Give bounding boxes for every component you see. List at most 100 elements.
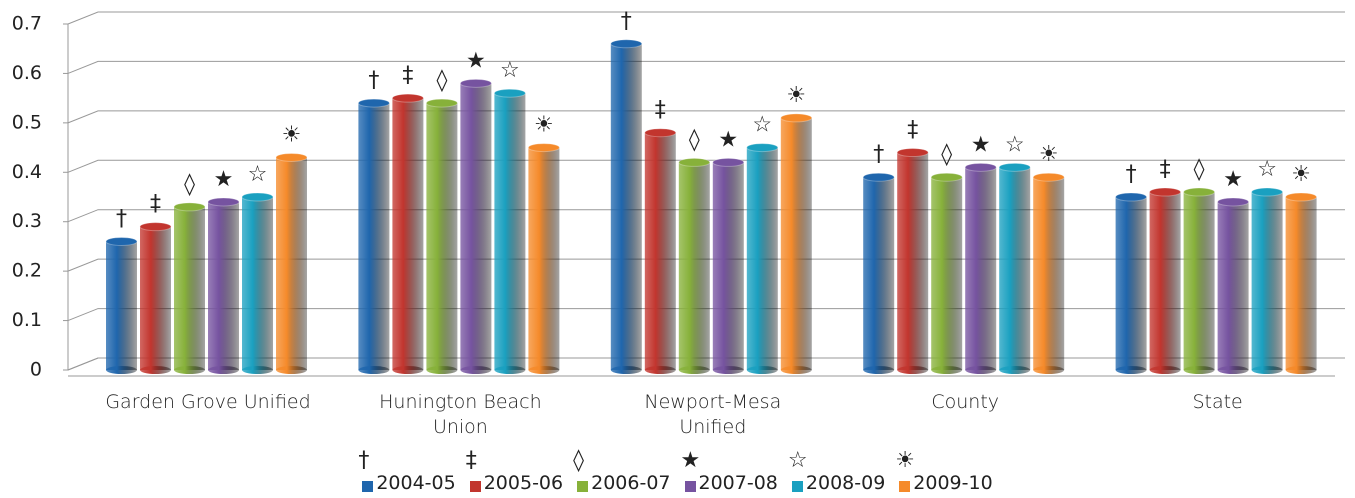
x-tick-label: County bbox=[931, 391, 1000, 413]
bar-symbol: ★ bbox=[466, 48, 486, 73]
bar bbox=[999, 167, 1031, 370]
cylinder bbox=[1217, 197, 1250, 374]
bar-bottom bbox=[1285, 366, 1317, 374]
bar-top bbox=[275, 152, 308, 162]
cylinder bbox=[780, 113, 813, 374]
bar-bottom bbox=[1217, 366, 1249, 374]
legend-label: 2004-05 bbox=[376, 472, 456, 494]
bar-symbol: ◊ bbox=[941, 142, 952, 167]
cylinder bbox=[644, 128, 677, 374]
bar-symbol: ☆ bbox=[1005, 132, 1025, 157]
grid-line bbox=[67, 11, 1345, 25]
bar bbox=[746, 147, 778, 370]
y-tick-label: 0.6 bbox=[12, 62, 42, 84]
bar bbox=[931, 177, 963, 370]
cylinder bbox=[139, 222, 172, 374]
bar-bottom bbox=[174, 366, 205, 374]
bar-bottom bbox=[931, 366, 963, 374]
bar-top bbox=[1115, 192, 1148, 202]
bar-bottom bbox=[358, 366, 390, 374]
legend-item: ‡ 2005-06 bbox=[466, 448, 564, 494]
bar-symbol: ‡ bbox=[655, 98, 666, 123]
legend-label: 2006-07 bbox=[591, 472, 671, 494]
bar-symbol: † bbox=[873, 142, 884, 167]
bar-top bbox=[173, 202, 206, 212]
bar-bottom bbox=[1149, 366, 1181, 374]
bar-bottom bbox=[276, 366, 307, 374]
bar bbox=[678, 162, 710, 370]
bar bbox=[610, 43, 642, 371]
bar-symbol: ☆ bbox=[248, 162, 268, 187]
bar bbox=[358, 103, 390, 370]
legend: † 2004-05 ‡ 2005-06 ◊ 2006-07 ★ 2007-08 ☆ 2008-09… bbox=[0, 448, 1355, 494]
y-tick-label: 0.3 bbox=[12, 210, 42, 232]
bar-symbol: ☀ bbox=[1291, 162, 1311, 187]
bar-bottom bbox=[1183, 366, 1215, 374]
bar-bottom bbox=[999, 366, 1031, 374]
y-tick-label: 0.1 bbox=[12, 309, 42, 331]
cylinder bbox=[1032, 172, 1065, 374]
bar-bottom bbox=[494, 366, 526, 374]
bar-top bbox=[139, 222, 172, 232]
legend-swatch bbox=[899, 480, 911, 492]
bar-top bbox=[425, 98, 458, 108]
y-tick-label: 0.2 bbox=[12, 260, 42, 282]
legend-symbol: ★ bbox=[680, 448, 701, 473]
bar-top bbox=[357, 98, 390, 108]
legend-symbol: ☆ bbox=[787, 448, 808, 473]
cylinder bbox=[712, 157, 745, 374]
legend-label: 2005-06 bbox=[483, 472, 564, 494]
bar-bottom bbox=[746, 366, 778, 374]
legend-symbol: † bbox=[358, 448, 370, 473]
y-tick-label: 0.4 bbox=[12, 161, 42, 183]
cylinder bbox=[610, 39, 643, 374]
cylinder bbox=[964, 162, 997, 374]
bar-top bbox=[964, 162, 997, 172]
cylinder bbox=[896, 148, 929, 374]
grid-line bbox=[67, 110, 1345, 124]
cylinder bbox=[1251, 187, 1284, 374]
x-tick-label: Hunington Beach Union bbox=[379, 391, 542, 438]
bar-top bbox=[527, 143, 560, 153]
cylinder bbox=[862, 172, 895, 374]
bar bbox=[392, 98, 424, 371]
bar bbox=[1251, 192, 1283, 370]
bar-symbol: ☀ bbox=[282, 122, 302, 147]
bar-top bbox=[1217, 197, 1250, 207]
bar bbox=[494, 93, 526, 370]
bar-top bbox=[1149, 187, 1182, 197]
bar-bottom bbox=[528, 366, 560, 374]
y-tick-label: 0.5 bbox=[12, 111, 42, 133]
bar bbox=[1115, 197, 1147, 370]
legend-item: ★ 2007-08 bbox=[681, 448, 778, 494]
bar-bottom bbox=[1115, 366, 1147, 374]
bar-bottom bbox=[208, 366, 239, 374]
bar-symbol: ☆ bbox=[752, 113, 772, 138]
cylinder bbox=[678, 157, 711, 374]
bar-top bbox=[780, 113, 813, 123]
cylinder bbox=[493, 88, 526, 374]
bar-bottom bbox=[1033, 366, 1065, 374]
bar-top bbox=[610, 39, 643, 49]
bar-bottom bbox=[460, 366, 492, 374]
bar-bottom bbox=[780, 366, 812, 374]
bar bbox=[174, 206, 205, 370]
bar bbox=[897, 152, 929, 370]
bar bbox=[208, 201, 239, 370]
bar-symbol: ◊ bbox=[1194, 157, 1205, 182]
bar-top bbox=[391, 93, 424, 103]
legend-swatch bbox=[577, 480, 589, 492]
legend-symbol: ☀ bbox=[895, 448, 916, 473]
grid-line bbox=[67, 159, 1345, 173]
bar bbox=[1285, 197, 1317, 370]
bar-top bbox=[930, 172, 963, 182]
bar-symbol: † bbox=[621, 9, 632, 34]
bar-symbol: ‡ bbox=[907, 118, 918, 143]
legend-swatch bbox=[469, 480, 481, 492]
legend-swatch bbox=[684, 480, 696, 492]
bar-top bbox=[241, 192, 274, 202]
legend-swatch bbox=[791, 480, 803, 492]
cylinder bbox=[425, 98, 458, 374]
grid-line bbox=[67, 60, 1345, 74]
